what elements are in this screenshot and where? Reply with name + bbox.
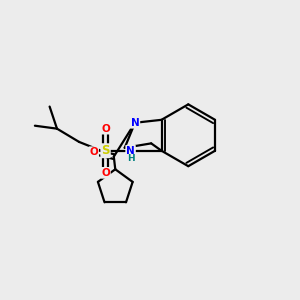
Text: O: O xyxy=(101,168,110,178)
Text: O: O xyxy=(101,124,110,134)
Text: N: N xyxy=(126,146,135,156)
Text: S: S xyxy=(101,144,110,157)
Text: H: H xyxy=(127,154,134,164)
Text: N: N xyxy=(130,118,140,128)
Text: O: O xyxy=(89,147,98,157)
